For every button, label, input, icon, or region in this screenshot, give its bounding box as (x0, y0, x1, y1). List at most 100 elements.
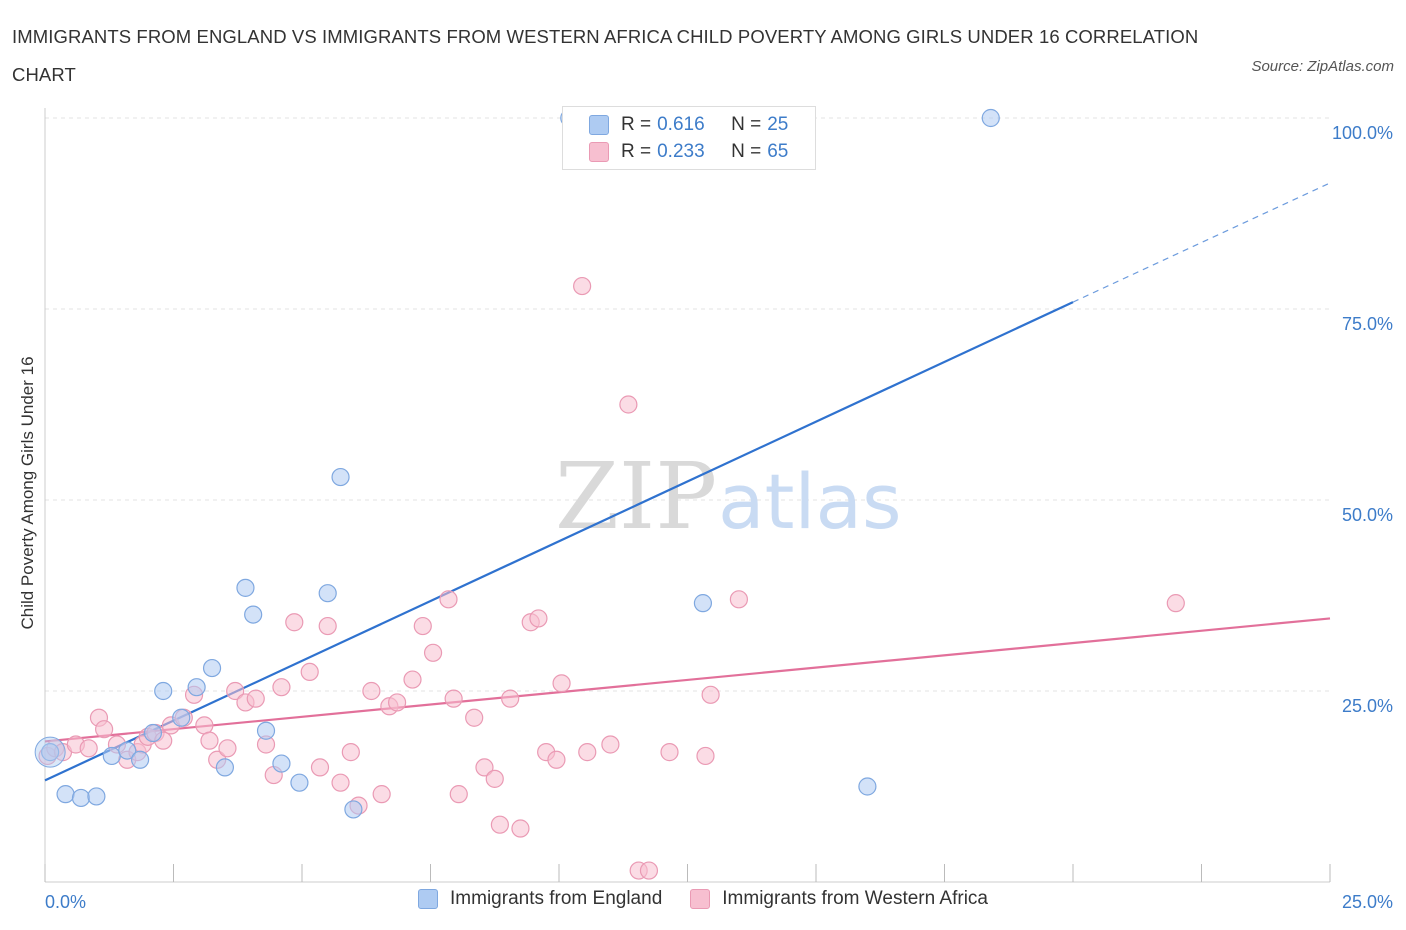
point-england (102, 746, 121, 766)
point-western-africa (660, 743, 679, 762)
point-western-africa (439, 590, 458, 609)
point-western-africa (341, 743, 360, 762)
legend-item-western-africa[interactable]: Immigrants from Western Africa (690, 888, 988, 910)
n-value: 65 (767, 141, 789, 162)
point-western-africa (449, 785, 468, 804)
n-value: 25 (767, 114, 789, 135)
tick-labels: 25.0% 50.0% 75.0% 100.0% 0.0% 25.0% (45, 123, 1393, 912)
r-value: 0.616 (657, 114, 705, 135)
x-tick-label: 0.0% (45, 892, 86, 912)
point-england (331, 467, 350, 487)
point-england (71, 788, 91, 808)
legend-row-england: R = 0.616 N = 25 (563, 111, 788, 139)
point-western-africa (547, 750, 566, 769)
point-western-africa (578, 743, 597, 762)
trendline-western-africa (44, 617, 1331, 743)
legend-swatch-england (418, 889, 439, 909)
point-england (202, 658, 222, 678)
point-western-africa (195, 716, 214, 735)
legend-swatch-england (589, 115, 609, 135)
point-western-africa (501, 689, 520, 708)
y-tick-label: 50.0% (1342, 505, 1393, 525)
point-western-africa (403, 670, 422, 689)
point-western-africa (318, 616, 337, 636)
legend-swatch-western-africa (589, 142, 609, 162)
point-western-africa (300, 662, 319, 682)
source-label: Source: ZipAtlas.com (1251, 58, 1394, 75)
point-england (87, 787, 106, 806)
n-label: N = (731, 114, 762, 135)
point-western-africa (218, 739, 237, 758)
point-england (187, 678, 206, 697)
legend-label-england: Immigrants from England (450, 888, 663, 909)
point-western-africa (511, 819, 530, 838)
trendline-england (44, 301, 1074, 782)
point-england (215, 758, 234, 777)
point-western-africa (95, 720, 114, 739)
point-western-africa (310, 758, 330, 777)
point-western-africa (639, 861, 659, 880)
x-tick-label: 25.0% (1342, 892, 1393, 912)
point-england (130, 750, 150, 769)
correlation-legend: R = 0.616 N = 25 R = 0.233 N = 65 (562, 106, 816, 170)
point-western-africa (372, 785, 391, 804)
point-western-africa (444, 689, 463, 708)
point-western-africa (485, 769, 504, 788)
point-cluster (34, 736, 66, 768)
point-england (344, 800, 363, 819)
trendline-england-extension (1072, 182, 1331, 303)
legend-item-england[interactable]: Immigrants from England (418, 888, 662, 910)
point-western-africa (490, 815, 509, 834)
point-england (256, 721, 276, 740)
point-western-africa (475, 758, 494, 777)
point-western-africa (701, 685, 720, 704)
r-value: 0.233 (657, 141, 705, 162)
watermark: ZIP atlas (555, 443, 902, 550)
r-label: R = (621, 114, 652, 135)
point-western-africa (226, 681, 245, 701)
point-western-africa (729, 590, 749, 609)
point-western-africa (362, 681, 381, 701)
point-western-africa (79, 739, 98, 758)
trend-lines (44, 182, 1331, 782)
point-england (290, 773, 309, 792)
point-england (858, 777, 877, 796)
data-points (34, 108, 1185, 880)
axes (44, 108, 1331, 883)
series-legend: Immigrants from England Immigrants from … (0, 888, 1406, 910)
y-axis-label: Child Poverty Among Girls Under 16 (18, 356, 37, 630)
point-western-africa (331, 773, 350, 792)
legend-label-western-africa: Immigrants from Western Africa (722, 888, 988, 909)
point-western-africa (387, 693, 407, 712)
point-western-africa (423, 643, 443, 662)
point-england (272, 754, 291, 773)
point-england (693, 594, 713, 613)
point-western-africa (696, 746, 715, 766)
legend-swatch-western-africa (690, 889, 711, 909)
point-western-africa (246, 689, 265, 708)
point-western-africa (619, 395, 638, 414)
point-england (56, 785, 75, 804)
point-western-africa (285, 613, 304, 632)
y-tick-label: 25.0% (1342, 696, 1393, 716)
point-western-africa (465, 708, 484, 727)
chart-title: IMMIGRANTS FROM ENGLAND VS IMMIGRANTS FR… (12, 26, 1199, 85)
point-england (981, 108, 1000, 128)
point-western-africa (272, 678, 291, 697)
point-england (143, 723, 163, 743)
point-england (154, 681, 173, 701)
watermark-atlas: atlas (718, 457, 902, 546)
point-england (236, 578, 255, 597)
n-label: N = (731, 141, 762, 162)
point-england (244, 605, 263, 624)
watermark-zip: ZIP (555, 443, 717, 550)
y-tick-label: 100.0% (1332, 123, 1393, 143)
grid-lines (45, 117, 1330, 692)
point-western-africa (552, 674, 571, 693)
point-england (41, 743, 60, 762)
point-western-africa (200, 731, 219, 750)
point-england (118, 741, 137, 760)
legend-row-western-africa: R = 0.233 N = 65 (563, 138, 788, 166)
point-western-africa (529, 609, 548, 628)
